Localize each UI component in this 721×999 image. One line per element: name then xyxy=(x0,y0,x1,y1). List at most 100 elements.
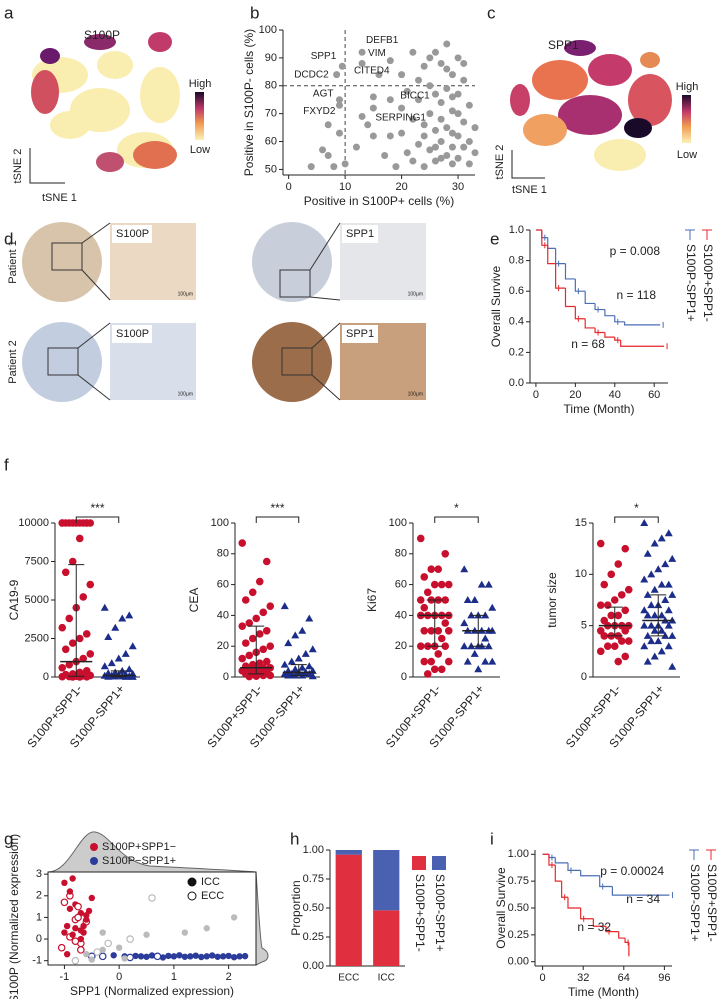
point xyxy=(284,639,293,647)
point xyxy=(643,549,652,557)
stain-label: SPP1 xyxy=(346,228,374,240)
survival-step xyxy=(605,926,619,933)
point xyxy=(266,671,275,680)
point xyxy=(284,671,293,679)
x-tick-label: 40 xyxy=(609,389,621,401)
point xyxy=(219,953,227,960)
point xyxy=(69,931,76,938)
point xyxy=(86,580,95,589)
y-tick-label: 60 xyxy=(217,579,229,591)
x-axis-label: Positive in S100P+ cells (%) xyxy=(304,194,454,208)
point xyxy=(460,76,468,84)
x-axis-label: Time (Month) xyxy=(568,985,639,999)
point xyxy=(255,630,264,638)
y-tick-label: 100 xyxy=(211,517,229,529)
point xyxy=(617,637,626,645)
point xyxy=(443,85,451,93)
point xyxy=(159,954,167,961)
legend-label: S100P-SPP1+ xyxy=(433,874,447,952)
point xyxy=(104,632,113,640)
point xyxy=(420,627,429,635)
tsne-xlabel: tSNE 1 xyxy=(42,192,77,204)
point xyxy=(65,660,74,669)
point xyxy=(118,614,127,622)
x-axis-label: Time (Month) xyxy=(564,402,635,416)
point xyxy=(143,931,150,938)
survival-step xyxy=(547,237,556,249)
survival-step xyxy=(611,886,670,896)
x-tick-label: 1 xyxy=(171,971,177,983)
point xyxy=(114,654,123,662)
legend-label: S100P-SPP1+ xyxy=(688,864,702,942)
point xyxy=(148,952,156,959)
point xyxy=(266,642,275,650)
point xyxy=(259,671,268,680)
y-tick-label: 60 xyxy=(395,579,407,591)
point xyxy=(170,953,178,960)
point xyxy=(126,953,134,962)
bar xyxy=(335,854,362,966)
point xyxy=(77,935,85,943)
point xyxy=(431,157,439,165)
survival-step xyxy=(555,248,566,265)
point xyxy=(165,952,172,960)
x-tick-label: 96 xyxy=(658,972,670,984)
point xyxy=(474,665,483,673)
point xyxy=(358,112,366,120)
legend-label: ICC xyxy=(201,876,220,888)
point xyxy=(115,944,123,951)
point xyxy=(83,916,90,923)
point xyxy=(61,929,68,936)
sig-bracket xyxy=(255,516,300,523)
y-tick-label: 0.50 xyxy=(508,902,529,914)
point xyxy=(358,59,366,67)
point xyxy=(470,649,479,657)
panel-letter: b xyxy=(250,3,259,22)
tsne-title: S100P xyxy=(84,28,120,42)
survival-step xyxy=(624,321,661,326)
point xyxy=(657,626,666,634)
point xyxy=(423,670,432,678)
point xyxy=(426,82,434,90)
point xyxy=(111,623,120,631)
point xyxy=(324,121,332,129)
point xyxy=(209,952,216,959)
point xyxy=(488,657,497,665)
survival-step xyxy=(604,332,615,338)
point xyxy=(434,627,443,635)
point xyxy=(238,539,247,547)
point xyxy=(125,611,134,619)
point xyxy=(403,87,411,95)
point xyxy=(465,101,473,109)
survival-step xyxy=(594,303,605,311)
point xyxy=(437,59,445,67)
point xyxy=(369,93,377,101)
point xyxy=(596,647,605,656)
y-axis-label: Ki67 xyxy=(365,588,379,612)
point xyxy=(386,96,394,104)
point xyxy=(434,650,443,658)
point xyxy=(259,645,268,654)
point xyxy=(99,929,106,936)
point xyxy=(614,657,623,666)
y-axis-label: S100P (Normalized expression) xyxy=(7,834,21,999)
point xyxy=(454,132,462,140)
point xyxy=(657,534,666,542)
point xyxy=(657,611,666,619)
point xyxy=(301,649,310,657)
colorbar-high: High xyxy=(676,81,699,93)
point xyxy=(66,888,74,895)
y-tick-label: 40 xyxy=(395,609,407,621)
x-tick-label: 60 xyxy=(648,389,660,401)
point xyxy=(98,952,107,961)
point xyxy=(333,71,341,79)
legend-swatch xyxy=(685,229,695,240)
point xyxy=(63,922,71,930)
gene-label: AGT xyxy=(313,88,334,99)
x-tick-label: 0 xyxy=(116,971,122,983)
gene-label: CITED4 xyxy=(354,65,390,76)
bar xyxy=(335,850,362,855)
scale-bar: 100μm xyxy=(408,291,423,297)
point xyxy=(86,650,95,658)
point xyxy=(307,163,315,171)
